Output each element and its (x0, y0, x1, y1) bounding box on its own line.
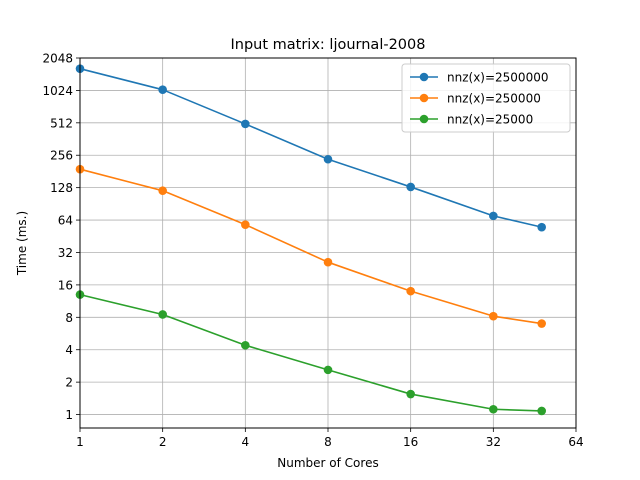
data-point (241, 340, 250, 350)
y-tick-label: 64 (58, 214, 73, 228)
data-point (158, 85, 167, 94)
y-tick-label: 512 (50, 116, 73, 130)
legend-label: nnz(x)=250000 (447, 92, 541, 106)
legend-label: nnz(x)=2500000 (447, 71, 548, 85)
legend-marker (419, 72, 429, 82)
x-axis-label: Number of Cores (277, 456, 378, 470)
x-tick-label: 1 (76, 435, 84, 449)
data-point (158, 186, 167, 195)
x-tick-label: 2 (159, 435, 167, 449)
y-axis-label: Time (ms.) (15, 211, 29, 276)
legend-label: nnz(x)=25000 (447, 113, 533, 127)
legend-box (401, 63, 571, 133)
y-tick-label: 1 (65, 408, 73, 422)
y-tick-label: 8 (65, 311, 73, 325)
data-point (158, 310, 167, 319)
data-point (241, 220, 250, 229)
data-point (241, 119, 250, 129)
chart-title: Input matrix: ljournal-2008 (231, 37, 426, 53)
legend: nnz(x)=2500000 nnz(x)=250000 nnz(x)=25000 (401, 63, 571, 133)
data-point (406, 389, 415, 399)
x-tick-label: 4 (242, 435, 250, 449)
y-tick-label: 256 (50, 149, 73, 163)
y-tick-label: 2048 (42, 52, 73, 66)
data-point (323, 257, 333, 267)
data-point (537, 222, 546, 232)
series-markers (75, 64, 546, 416)
y-tick-label: 128 (50, 181, 73, 195)
data-point (489, 211, 498, 221)
y-tick-label: 32 (58, 246, 73, 260)
data-point (323, 365, 333, 375)
x-axis-ticks: 1 2 4 8 16 32 64 (76, 428, 584, 449)
data-point (489, 404, 498, 414)
data-point (323, 154, 333, 164)
y-tick-label: 1024 (42, 84, 73, 98)
legend-marker (419, 114, 429, 124)
x-tick-label: 16 (403, 435, 418, 449)
data-point (406, 286, 415, 296)
y-tick-label: 4 (65, 343, 73, 357)
y-tick-label: 2 (65, 376, 73, 390)
data-point (489, 311, 498, 321)
x-tick-label: 8 (324, 435, 332, 449)
x-tick-label: 32 (486, 435, 501, 449)
legend-marker (419, 93, 429, 103)
y-axis-ticks: 1 2 4 8 16 32 64 128 256 512 1024 2048 (42, 52, 80, 422)
data-point (406, 182, 415, 192)
y-tick-label: 16 (58, 278, 73, 292)
x-tick-label: 64 (568, 435, 583, 449)
data-point (537, 319, 546, 328)
data-point (537, 406, 546, 416)
